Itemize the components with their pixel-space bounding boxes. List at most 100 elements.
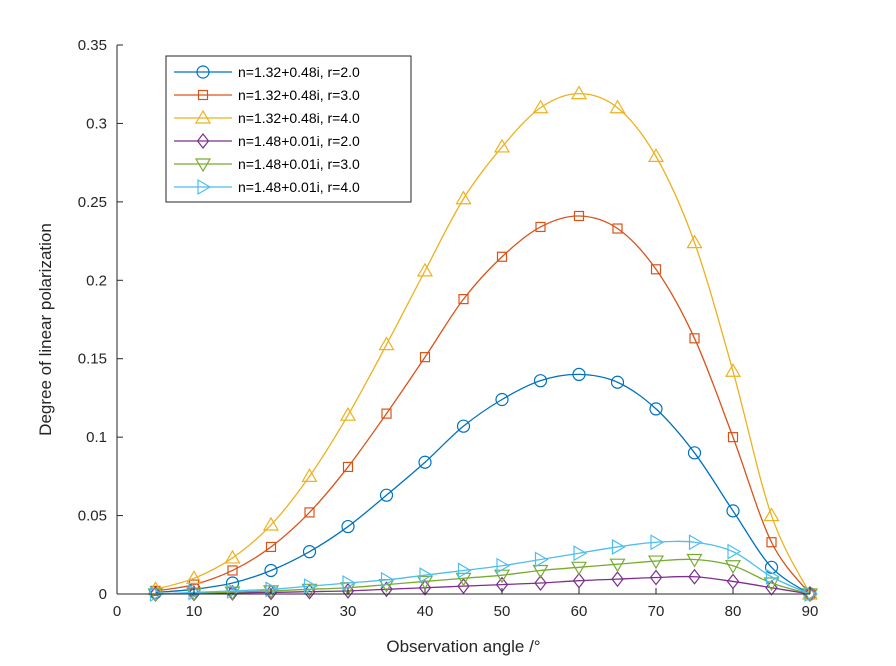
data-point — [611, 538, 626, 555]
x-axis-label: Observation angle /° — [386, 637, 540, 656]
data-point — [185, 570, 203, 584]
legend-box — [165, 55, 412, 203]
y-tick-label: 0 — [99, 586, 107, 603]
data-point — [724, 363, 742, 377]
legend-label: n=1.32+0.48i, r=4.0 — [238, 110, 360, 126]
data-point — [378, 336, 395, 351]
data-point — [573, 545, 588, 562]
data-point — [573, 210, 585, 222]
data-point — [726, 504, 740, 518]
legend: n=1.32+0.48i, r=2.0 n=1.32+0.48i, r=3.0 n=… — [165, 55, 412, 203]
x-tick-label: 80 — [725, 603, 742, 620]
data-point — [727, 432, 739, 443]
y-tick-label: 0.2 — [86, 272, 107, 289]
x-tick-label: 20 — [263, 603, 280, 620]
series-line — [155, 373, 811, 595]
data-point — [686, 553, 703, 568]
series-line — [155, 215, 811, 595]
data-point — [264, 563, 278, 578]
legend-marker — [197, 178, 212, 196]
data-point — [380, 571, 395, 588]
y-tick-label: 0.3 — [86, 115, 107, 132]
y-axis-label: Degree of linear polarization — [36, 223, 55, 436]
data-point — [227, 565, 238, 576]
data-point — [419, 567, 434, 584]
data-point — [649, 402, 663, 416]
data-point — [727, 543, 742, 560]
x-tick-label: 0 — [113, 603, 121, 620]
data-point — [419, 352, 431, 363]
data-point — [532, 99, 549, 114]
data-point — [609, 558, 626, 573]
data-point — [457, 578, 470, 595]
data-point — [572, 367, 586, 381]
data-point — [188, 584, 203, 601]
data-point — [609, 99, 626, 114]
y-tick-label: 0.35 — [78, 37, 107, 54]
series-2 — [150, 210, 816, 600]
data-point — [765, 568, 780, 585]
data-point — [458, 294, 469, 305]
legend-marker — [194, 158, 212, 173]
data-point — [612, 223, 623, 234]
data-point — [457, 562, 472, 579]
data-point — [533, 374, 548, 388]
x-tick-label: 40 — [417, 603, 434, 620]
legend-item: n=1.48+0.01i, r=2.0 — [174, 133, 360, 149]
data-point — [765, 579, 778, 596]
y-tick-label: 0.15 — [78, 351, 107, 368]
data-point — [688, 568, 701, 585]
data-point — [534, 551, 549, 568]
series-6 — [149, 534, 819, 603]
data-point — [724, 560, 742, 574]
legend-marker — [196, 65, 210, 79]
data-point — [647, 555, 665, 570]
x-tick-label: 10 — [186, 603, 203, 620]
legend-item: n=1.32+0.48i, r=4.0 — [174, 109, 360, 126]
data-point — [341, 519, 355, 534]
data-point — [688, 534, 703, 551]
data-point — [304, 507, 315, 518]
data-point — [456, 419, 471, 433]
legend-marker — [196, 133, 210, 149]
data-point — [381, 408, 392, 419]
x-tick-label: 50 — [494, 603, 511, 620]
data-point — [570, 561, 588, 576]
series-group — [147, 85, 819, 603]
data-point — [496, 557, 511, 574]
data-point — [339, 406, 357, 421]
legend-item: n=1.48+0.01i, r=3.0 — [174, 156, 360, 173]
data-point — [495, 392, 509, 407]
data-point — [689, 333, 700, 344]
data-point — [224, 549, 241, 564]
data-point — [301, 583, 318, 598]
x-tick-label: 70 — [648, 603, 665, 620]
data-point — [379, 488, 394, 502]
data-point — [532, 564, 549, 579]
data-point — [302, 545, 317, 559]
x-tick-label: 30 — [340, 603, 357, 620]
data-point — [493, 138, 511, 153]
data-point — [418, 455, 432, 469]
legend-marker — [194, 109, 212, 124]
data-point — [496, 251, 508, 262]
legend-marker — [197, 89, 209, 101]
data-point — [342, 461, 354, 473]
data-point — [611, 571, 624, 588]
data-point — [455, 190, 472, 205]
series-3 — [147, 85, 819, 600]
legend-label: n=1.48+0.01i, r=3.0 — [238, 156, 360, 172]
data-point — [265, 541, 277, 553]
data-point — [610, 375, 625, 389]
y-tick-label: 0.1 — [86, 429, 107, 446]
data-point — [649, 569, 663, 586]
y-tick-label: 0.05 — [78, 508, 107, 525]
legend-label: n=1.48+0.01i, r=2.0 — [238, 133, 360, 149]
y-tick-label: 0.25 — [78, 194, 107, 211]
data-point — [342, 574, 357, 592]
legend-label: n=1.32+0.48i, r=2.0 — [238, 64, 360, 80]
data-point — [301, 468, 318, 482]
data-point — [147, 588, 164, 603]
